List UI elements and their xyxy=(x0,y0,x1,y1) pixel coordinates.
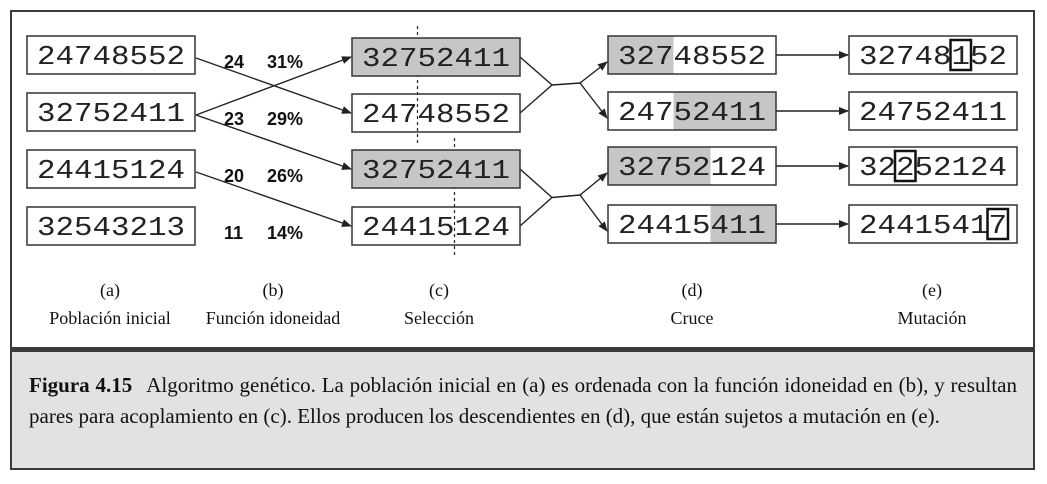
chromosome-value: 32748152 xyxy=(859,43,1007,73)
mutated-gene-marker xyxy=(949,38,973,72)
chromosome-value: 32748552 xyxy=(618,43,766,73)
fitness-score: 23 xyxy=(224,109,244,129)
mutation-4: 24415417 xyxy=(848,204,1018,244)
selection-arrow xyxy=(195,171,352,227)
crossover-arrow xyxy=(579,194,608,232)
population-1: 24748552 xyxy=(26,35,196,75)
chromosome-value: 24752411 xyxy=(618,99,766,129)
fitness-score: 11 xyxy=(224,223,243,243)
column-title: Cruce xyxy=(671,308,714,328)
chromosome-value: 32752411 xyxy=(37,100,185,130)
selection-2: 24748552 xyxy=(351,93,521,133)
crossover-2: 24752411 xyxy=(607,91,777,131)
column-title: Selección xyxy=(404,308,474,328)
fitness-percent: 31% xyxy=(267,52,303,72)
column-letter: (e) xyxy=(922,280,942,301)
chromosome-value: 32752411 xyxy=(362,45,510,75)
chromosome-value: 32543213 xyxy=(37,214,185,244)
chromosome-value: 32252124 xyxy=(859,154,1007,184)
chromosome-value: 24748552 xyxy=(362,101,510,131)
selection-arrow xyxy=(195,114,352,170)
chromosome-value: 32752124 xyxy=(618,154,766,184)
crossover-arrow xyxy=(579,172,608,196)
chromosome-value: 24415124 xyxy=(362,214,510,244)
fitness-score: 24 xyxy=(224,52,244,72)
caption-box: Figura 4.15 Algoritmo genético. La poblac… xyxy=(10,347,1035,470)
column-letter: (b) xyxy=(263,280,284,301)
fitness-percent: 29% xyxy=(267,109,303,129)
chromosome-value: 24415124 xyxy=(37,157,185,187)
selection-3: 32752411 xyxy=(351,149,521,189)
fitness-percent: 26% xyxy=(267,166,303,186)
caption-text: Algoritmo genético. La población inicial… xyxy=(29,373,1017,428)
pairing-connector xyxy=(551,82,581,86)
mutation-1: 32748152 xyxy=(848,35,1018,75)
crossover-arrow xyxy=(579,61,608,84)
selection-arrow xyxy=(195,56,352,116)
pairing-connector xyxy=(519,168,554,227)
chromosome-value: 24415417 xyxy=(859,212,1007,242)
column-letter: (a) xyxy=(100,280,120,301)
crossover-3: 32752124 xyxy=(607,146,777,186)
caption-label: Figura 4.15 xyxy=(29,373,133,397)
column-title: Población inicial xyxy=(49,308,170,328)
genetic-algorithm-diagram: 24748552 32752411 24415124 32543213 32752411… xyxy=(26,26,1018,328)
crossover-arrow xyxy=(579,82,608,119)
population-3: 24415124 xyxy=(26,149,196,189)
chromosome-boxes: 24748552 32752411 24415124 32543213 32752411… xyxy=(26,35,1018,246)
chromosome-value: 32752411 xyxy=(362,157,510,187)
column-labels: 24 31% 23 29% 20 26% 11 14% (a) Población inicial… xyxy=(49,52,966,328)
column-letter: (d) xyxy=(682,280,703,301)
population-4: 32543213 xyxy=(26,206,196,246)
crossover-1: 32748552 xyxy=(607,35,777,75)
fitness-percent: 14% xyxy=(267,223,303,243)
column-title: Mutación xyxy=(898,308,967,328)
mutation-2: 24752411 xyxy=(848,91,1018,131)
selection-1: 32752411 xyxy=(351,37,521,77)
pairing-connector xyxy=(519,56,554,114)
crossover-4: 24415411 xyxy=(607,204,777,244)
chromosome-value: 24748552 xyxy=(37,43,185,73)
pairing-connector xyxy=(551,194,581,199)
selection-4: 24415124 xyxy=(351,206,521,246)
column-letter: (c) xyxy=(429,280,449,301)
population-2: 32752411 xyxy=(26,92,196,132)
mutated-gene-marker xyxy=(986,207,1010,241)
figure-caption: Figura 4.15 Algoritmo genético. La poblac… xyxy=(29,370,1017,432)
mutated-gene-marker xyxy=(893,149,917,183)
chromosome-value: 24415411 xyxy=(618,212,766,242)
mutation-3: 32252124 xyxy=(848,146,1018,186)
fitness-score: 20 xyxy=(224,166,244,186)
chromosome-value: 24752411 xyxy=(859,99,1007,129)
column-title: Función idoneidad xyxy=(206,308,340,328)
